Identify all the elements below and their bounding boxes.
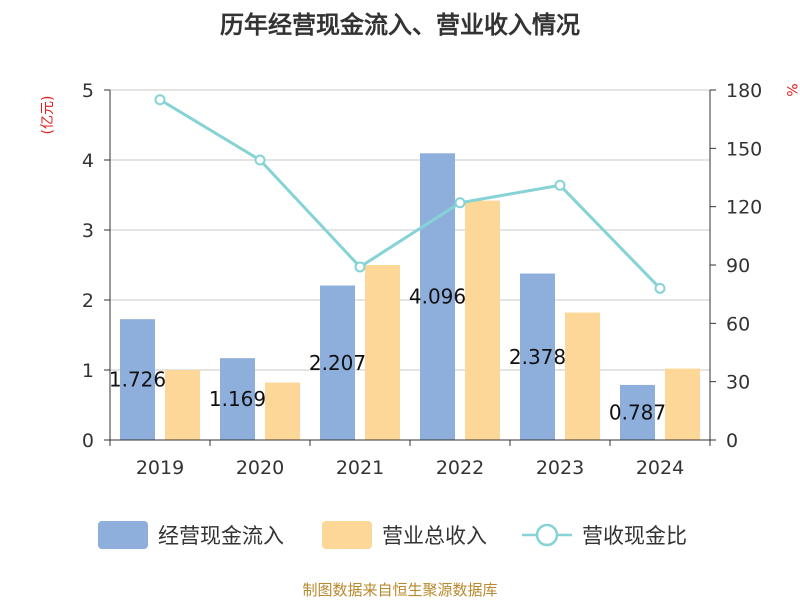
legend-swatch <box>322 521 372 549</box>
x-tick-label: 2023 <box>536 457 584 479</box>
data-labels: 1.726 1.169 2.207 4.096 2.378 0.787 <box>109 285 666 425</box>
cash-inflow-data-label: 2.378 <box>509 345 566 369</box>
source-note: 制图数据来自恒生聚源数据库 <box>302 581 497 599</box>
cash-inflow-bar <box>120 319 155 440</box>
cash-inflow-bar <box>420 153 455 440</box>
legend-label: 营业总收入 <box>382 524 487 548</box>
cash-ratio-point <box>354 261 366 273</box>
cash-inflow-data-label: 0.787 <box>609 400 666 424</box>
left-tick-label: 2 <box>82 290 94 312</box>
left-tick-label: 3 <box>82 220 94 242</box>
right-tick-label: 120 <box>726 197 762 219</box>
cash-ratio-point <box>654 282 666 294</box>
legend-swatch <box>98 521 148 549</box>
revenue-bar <box>565 312 600 440</box>
axes: 0 1 2 3 4 5 0 30 60 90 120 150 180 2019 2020 2021 2022 20… <box>82 80 762 479</box>
revenue-bar <box>265 382 300 440</box>
legend-label: 经营现金流入 <box>158 524 284 548</box>
cash-inflow-data-label: 1.169 <box>209 387 266 411</box>
revenue-bar <box>365 265 400 440</box>
cash-inflow-bar <box>220 358 255 440</box>
x-tick-label: 2019 <box>136 457 184 479</box>
cash-inflow-bar <box>620 384 655 440</box>
left-tick-label: 1 <box>82 360 94 382</box>
x-tick-label: 2020 <box>236 457 284 479</box>
cash-ratio-line <box>154 94 666 294</box>
x-tick-label: 2024 <box>636 457 684 479</box>
cash-inflow-data-label: 4.096 <box>409 285 466 309</box>
legend: 经营现金流入 营业总收入 营收现金比 <box>98 521 687 549</box>
revenue-bar <box>165 370 200 440</box>
cash-ratio-point <box>154 94 166 106</box>
revenue-bar <box>665 368 700 440</box>
legend-swatch-marker <box>535 523 559 547</box>
right-tick-label: 180 <box>726 80 762 102</box>
x-tick-label: 2021 <box>336 457 384 479</box>
cash-ratio-line-path <box>159 98 662 290</box>
bars <box>120 153 700 440</box>
left-tick-label: 0 <box>82 430 94 452</box>
cash-ratio-point <box>454 197 466 209</box>
cash-inflow-data-label: 2.207 <box>309 351 366 375</box>
cash-ratio-point <box>554 179 566 191</box>
cash-inflow-data-label: 1.726 <box>109 368 166 392</box>
right-tick-label: 0 <box>726 430 738 452</box>
cash-inflow-bar <box>520 273 555 440</box>
gridlines <box>110 89 710 371</box>
right-tick-label: 90 <box>726 255 750 277</box>
right-tick-label: 150 <box>726 138 762 160</box>
left-axis-unit: (亿元) <box>40 96 56 135</box>
right-tick-label: 30 <box>726 372 750 394</box>
revenue-bar <box>465 200 500 440</box>
cash-ratio-point <box>254 154 266 166</box>
cash-inflow-bar <box>320 285 355 440</box>
left-tick-label: 5 <box>82 80 94 102</box>
right-tick-label: 60 <box>726 313 750 335</box>
right-axis-unit: % <box>783 83 799 96</box>
chart-title: 历年经营现金流入、营业收入情况 <box>220 11 580 39</box>
legend-label: 营收现金比 <box>582 524 687 548</box>
left-tick-label: 4 <box>82 150 94 172</box>
x-tick-label: 2022 <box>436 457 484 479</box>
